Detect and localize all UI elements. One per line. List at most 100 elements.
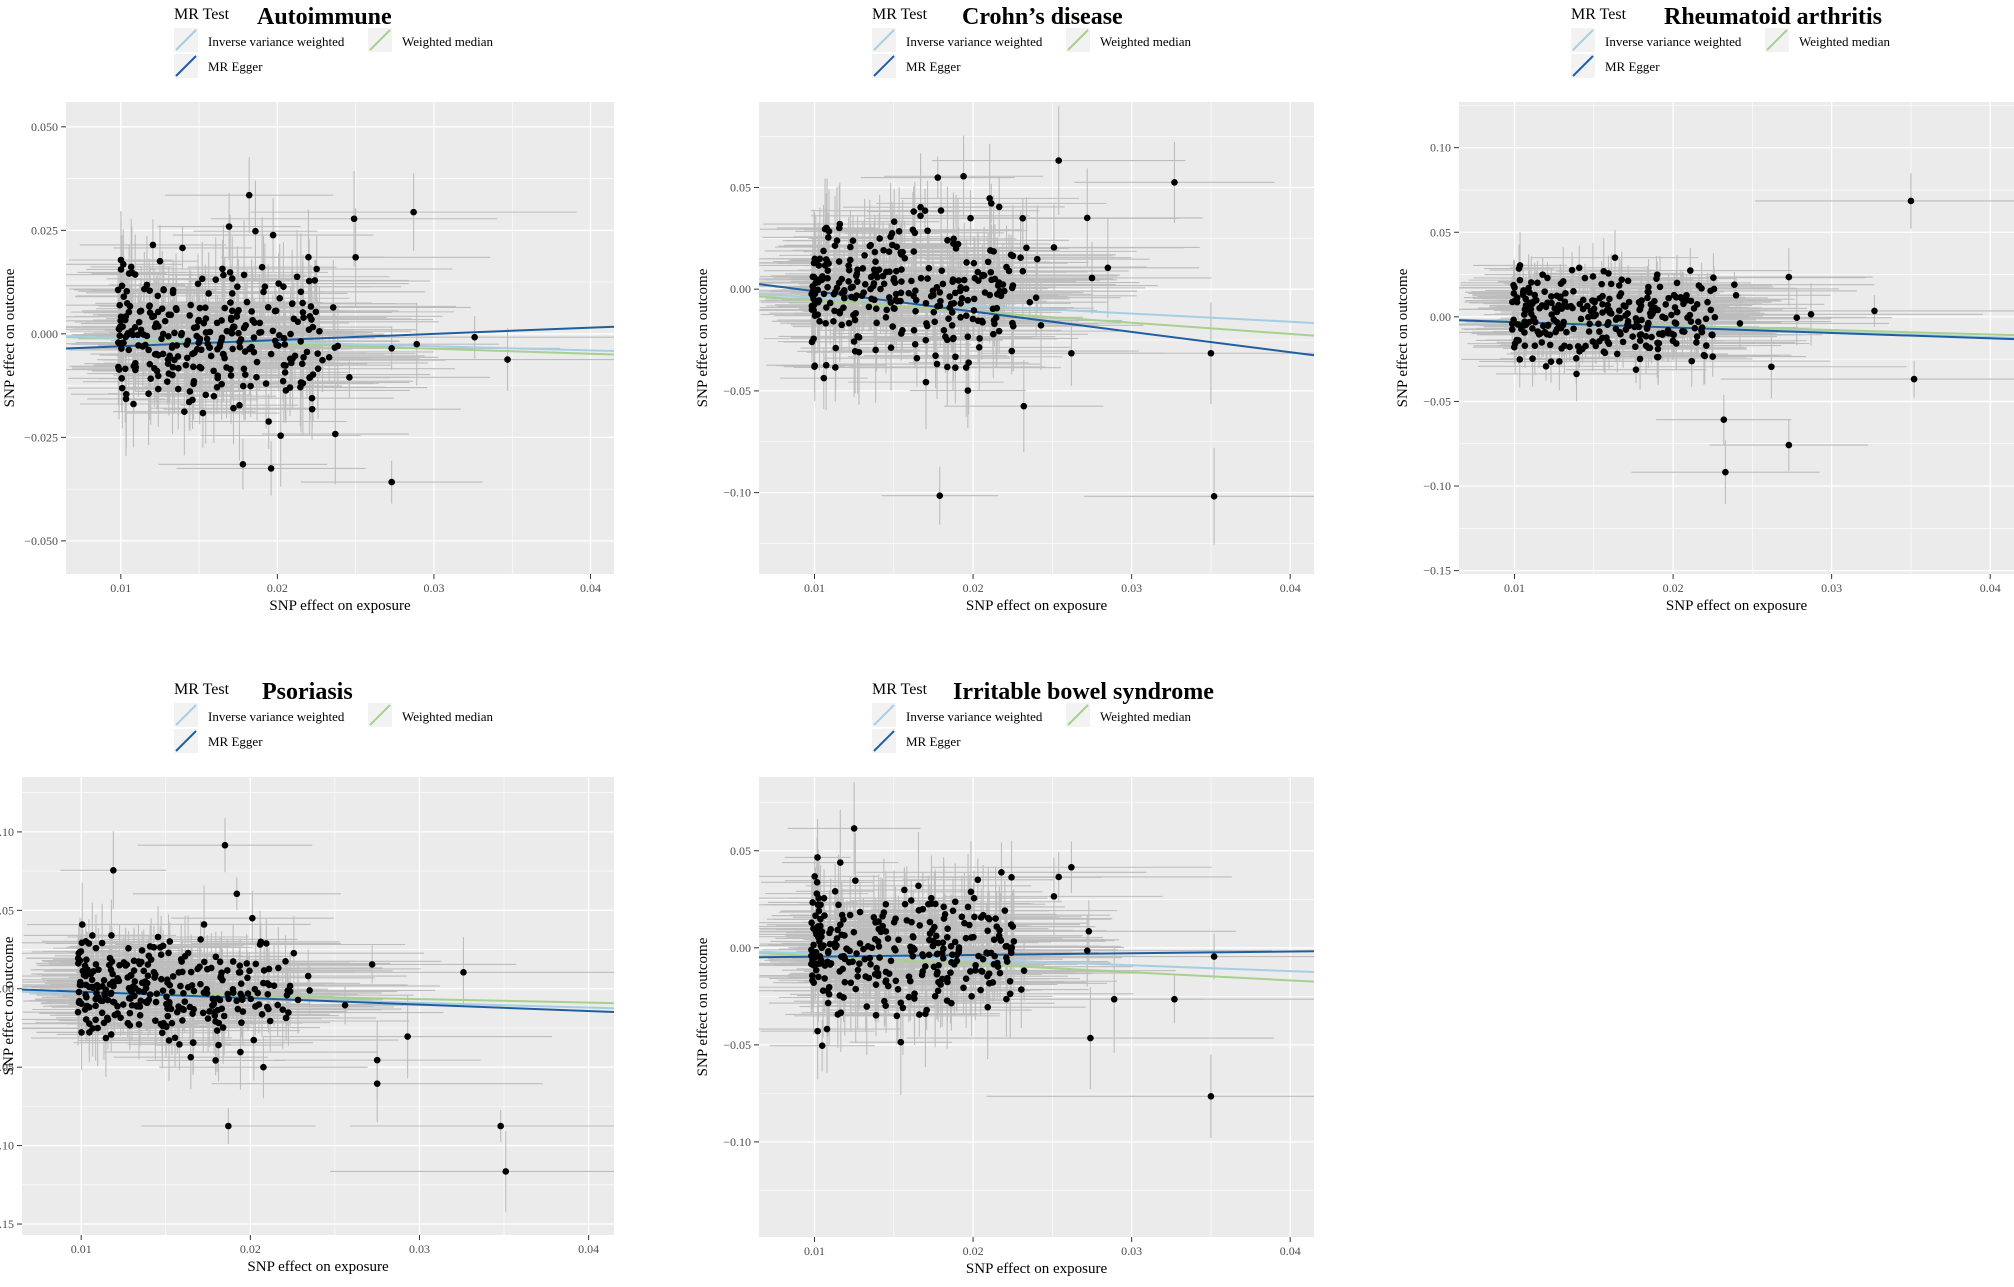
data-point	[1548, 311, 1556, 318]
data-point	[971, 967, 979, 974]
chart-title: Crohn’s disease	[962, 4, 1123, 30]
data-point	[887, 299, 895, 306]
legend-label-ivw: Inverse variance weighted	[208, 34, 345, 49]
data-point	[915, 907, 923, 914]
data-point	[1590, 305, 1598, 312]
data-point	[1019, 267, 1027, 275]
data-point	[168, 1019, 176, 1027]
data-point	[104, 996, 112, 1004]
data-point	[144, 961, 152, 968]
data-point	[352, 253, 359, 261]
data-point	[991, 320, 998, 328]
data-point	[1568, 266, 1576, 274]
data-point	[85, 1003, 93, 1011]
data-point	[1633, 318, 1641, 326]
data-point	[859, 265, 867, 272]
data-point	[203, 989, 211, 997]
data-point	[1598, 280, 1605, 288]
data-point	[1088, 274, 1096, 282]
data-point	[1704, 298, 1711, 306]
data-point	[820, 374, 828, 382]
data-point	[276, 332, 283, 339]
legend-label-ivw: Inverse variance weighted	[906, 34, 1043, 49]
data-point	[94, 1024, 101, 1032]
data-point	[949, 907, 957, 915]
data-point	[252, 960, 260, 968]
data-point	[897, 249, 904, 256]
data-point	[1520, 287, 1527, 294]
data-point	[821, 975, 828, 982]
data-point	[163, 378, 171, 385]
data-point	[350, 215, 358, 223]
data-point	[963, 259, 970, 266]
data-point	[1083, 214, 1091, 222]
data-point	[179, 244, 186, 252]
data-point	[147, 375, 155, 382]
data-point	[1003, 958, 1011, 965]
y-tick-label: 0.05	[730, 180, 751, 194]
data-point	[814, 901, 822, 909]
data-point	[932, 352, 939, 359]
data-point	[1037, 321, 1045, 329]
data-point	[131, 978, 139, 985]
data-point	[967, 888, 975, 896]
data-point	[882, 900, 890, 908]
data-point	[77, 948, 85, 955]
data-point	[901, 254, 909, 262]
data-point	[925, 900, 932, 908]
y-axis-label: SNP effect on outcome	[695, 268, 711, 407]
data-point	[824, 267, 832, 275]
data-point	[297, 383, 304, 391]
data-point	[1001, 907, 1009, 914]
data-point	[831, 307, 838, 315]
data-point	[1654, 306, 1662, 314]
chart-title: Autoimmune	[257, 4, 392, 30]
y-tick-label: 0.10	[0, 825, 14, 839]
data-point	[194, 280, 202, 288]
y-tick-label: −0.15	[0, 1217, 14, 1231]
data-point	[824, 999, 832, 1007]
data-point	[991, 275, 999, 283]
x-tick-label: 0.01	[1504, 581, 1525, 595]
data-point	[823, 1025, 831, 1033]
data-point	[940, 327, 948, 334]
data-point	[145, 996, 153, 1004]
data-point	[825, 234, 832, 241]
data-point	[388, 345, 395, 352]
data-point	[285, 1009, 292, 1016]
data-point	[836, 308, 844, 315]
data-point	[960, 984, 967, 992]
data-point	[1539, 271, 1546, 278]
data-point	[221, 841, 229, 849]
data-point	[226, 269, 234, 276]
data-point	[131, 271, 139, 278]
data-point	[841, 978, 849, 986]
data-point	[332, 430, 339, 438]
data-point	[189, 1010, 196, 1017]
data-point	[950, 300, 958, 307]
data-point	[846, 911, 854, 919]
data-point	[1003, 995, 1010, 1003]
data-point	[995, 203, 1003, 211]
points	[808, 825, 1218, 1100]
data-point	[258, 1011, 266, 1018]
data-point	[125, 346, 133, 354]
data-point	[941, 911, 949, 918]
data-point	[1207, 349, 1215, 357]
data-point	[898, 278, 905, 285]
data-point	[1521, 318, 1528, 326]
data-point	[154, 292, 162, 300]
data-point	[856, 960, 863, 967]
data-point	[1601, 349, 1609, 357]
data-point	[152, 998, 160, 1006]
data-point	[233, 997, 241, 1005]
data-point	[811, 312, 819, 319]
data-point	[811, 362, 819, 369]
data-point	[1605, 270, 1612, 277]
data-point	[286, 988, 294, 995]
data-point	[1529, 325, 1536, 332]
data-point	[185, 398, 193, 406]
data-point	[840, 288, 848, 295]
data-point	[1570, 288, 1577, 295]
data-point	[276, 294, 284, 302]
